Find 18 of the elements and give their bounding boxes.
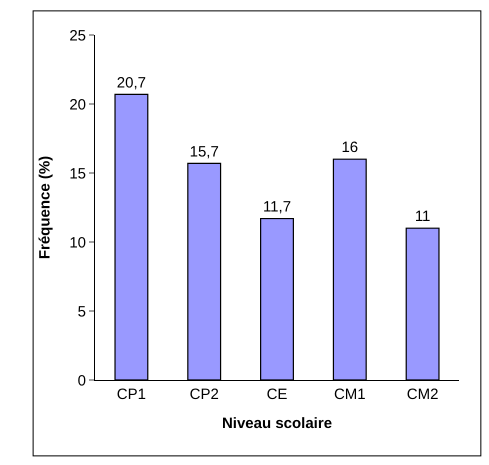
data-label: 20,7 (116, 74, 146, 92)
y-tick-label: 10 (69, 234, 86, 252)
x-tick-label: CE (266, 386, 288, 403)
x-axis-title: Niveau scolaire (222, 415, 332, 432)
x-tick-label: CM1 (334, 386, 366, 403)
x-tick-label: CP1 (116, 386, 146, 403)
y-tick-label: 5 (78, 303, 86, 320)
x-tick-label: CM2 (406, 386, 438, 403)
data-label: 11 (414, 208, 430, 226)
y-tick-label: 20 (69, 96, 86, 114)
y-axis-title: Fréquence (%) (36, 156, 54, 260)
y-tick-label: 0 (78, 372, 86, 390)
y-tick-label: 15 (69, 165, 86, 182)
data-label: 15,7 (190, 143, 219, 160)
data-label: 11,7 (262, 198, 292, 216)
y-tick-label: 25 (69, 27, 86, 44)
x-tick-label: CP2 (190, 386, 219, 403)
data-label: 16 (341, 139, 358, 156)
